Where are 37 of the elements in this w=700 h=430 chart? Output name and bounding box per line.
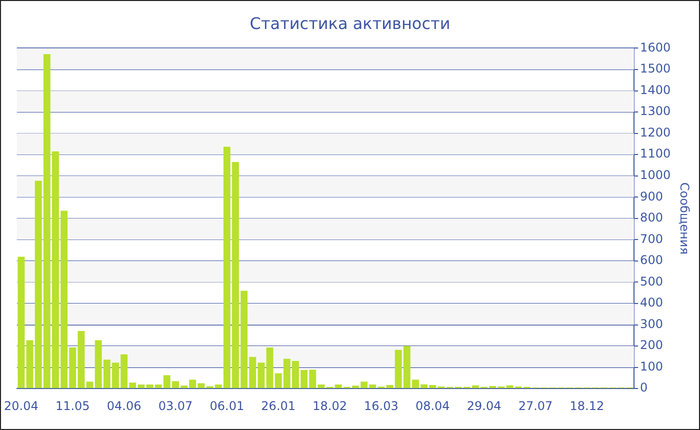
x-tick-label: 27.07 <box>518 398 553 413</box>
y-tick-label: 1200 <box>640 125 671 140</box>
y-tick-label: 700 <box>640 232 663 246</box>
y-tick-label: 900 <box>640 189 663 204</box>
y-tick-label: 500 <box>640 274 663 288</box>
bar <box>146 384 154 388</box>
x-tick-label: 20.04 <box>4 398 38 413</box>
x-tick-label: 18.12 <box>570 398 604 413</box>
chart-title: Статистика активности <box>250 14 450 33</box>
y-tick-label: 800 <box>640 210 663 225</box>
y-tick-label: 100 <box>640 359 663 374</box>
y-tick-label: 1400 <box>640 82 671 97</box>
bar <box>26 340 34 388</box>
y-tick-label: 0 <box>640 380 648 395</box>
x-tick-label: 03.07 <box>158 398 193 413</box>
x-tick-label: 08.04 <box>415 398 450 413</box>
bar <box>266 348 274 388</box>
y-tick-label: 600 <box>640 253 663 268</box>
y-tick-label: 1000 <box>640 168 671 182</box>
x-tick-label: 11.05 <box>55 398 90 413</box>
bar <box>86 382 94 388</box>
y-axis-title: Сообщения <box>678 182 692 254</box>
y-tick-label: 1100 <box>640 146 671 161</box>
x-tick-label: 06.01 <box>210 398 244 413</box>
y-tick-label: 1600 <box>640 40 671 54</box>
x-tick-label: 04.06 <box>106 398 142 413</box>
y-tick-label: 1500 <box>640 62 671 76</box>
x-tick-label: 26.01 <box>261 398 296 413</box>
y-tick-label: 1300 <box>640 104 671 118</box>
bar <box>386 384 394 388</box>
y-tick-label: 200 <box>640 338 663 352</box>
y-tick-label: 300 <box>640 316 663 331</box>
x-tick-label: 29.04 <box>466 398 502 413</box>
y-tick-label: 400 <box>640 296 663 310</box>
x-tick-label: 16.03 <box>364 398 398 413</box>
x-tick-label: 18.02 <box>312 398 347 413</box>
bar <box>18 256 25 388</box>
